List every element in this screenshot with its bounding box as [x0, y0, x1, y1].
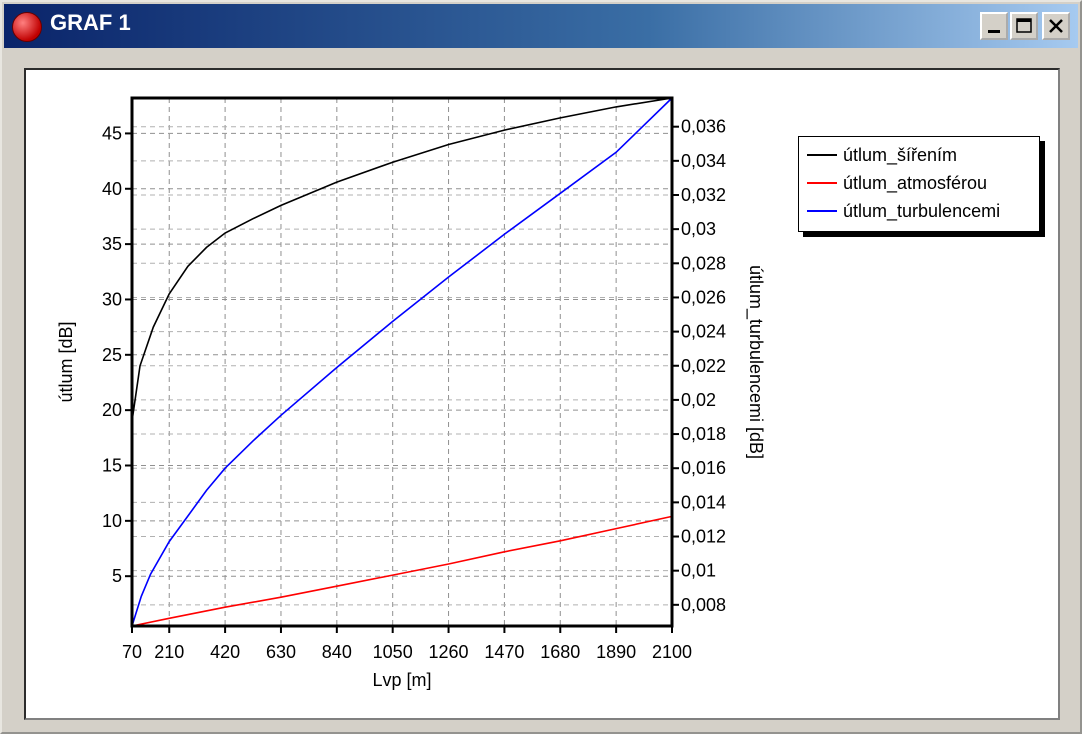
x-tick-label: 1260: [429, 642, 469, 662]
x-tick-label: 1890: [596, 642, 636, 662]
legend-item-atmosfera: útlum_atmosférou: [807, 169, 1039, 197]
y2-tick-label: 0,028: [681, 253, 726, 273]
plot-frame: [130, 96, 674, 628]
x-tick-label: 630: [266, 642, 296, 662]
minimize-button[interactable]: [980, 12, 1008, 40]
legend-label-atmosfera: útlum_atmosférou: [843, 172, 988, 193]
y-tick-label: 40: [102, 179, 122, 199]
y-tick-label: 25: [102, 345, 122, 365]
x-tick-label: 420: [210, 642, 240, 662]
y-axis-label: útlum [dB]: [56, 321, 76, 402]
series-line-2: [131, 97, 673, 627]
y2-tick-label: 0,032: [681, 185, 726, 205]
legend-item-sireni: útlum_šířením: [807, 141, 1039, 169]
y2-tick-label: 0,014: [681, 492, 726, 512]
legend-swatch-atmosfera: [807, 182, 837, 184]
y2-axis-label: útlum_turbulencemi [dB]: [745, 265, 766, 459]
window-title: GRAF 1: [50, 10, 131, 35]
y-tick-label: 20: [102, 400, 122, 420]
y-tick-label: 10: [102, 511, 122, 531]
maximize-button[interactable]: [1010, 12, 1038, 40]
y2-tick-label: 0,018: [681, 424, 726, 444]
legend-swatch-sireni: [807, 154, 837, 156]
x-tick-label: 2100: [652, 642, 692, 662]
x-axis-label: Lvp [m]: [372, 670, 431, 690]
y2-tick-label: 0,016: [681, 458, 726, 478]
y2-tick-label: 0,008: [681, 595, 726, 615]
close-icon: [1049, 19, 1063, 33]
y2-tick-label: 0,02: [681, 390, 716, 410]
legend-label-turbulence: útlum_turbulencemi: [843, 200, 1001, 221]
maximize-icon: [1016, 18, 1032, 33]
legend: útlum_šířením útlum_atmosférou útlum_tur…: [798, 136, 1040, 232]
y2-tick-label: 0,012: [681, 527, 726, 547]
x-tick-label: 210: [154, 642, 184, 662]
minimize-icon: [988, 30, 1000, 33]
legend-item-turbulence: útlum_turbulencemi: [807, 197, 1039, 225]
legend-swatch-turbulence: [807, 210, 837, 212]
x-tick-label: 1470: [484, 642, 524, 662]
chart-area: 70 210 420 630 840 1050 1260 1470 1680 1890 2100 5 1…: [24, 68, 1060, 720]
y-tick-label: 15: [102, 455, 122, 475]
x-tick-label: 1050: [373, 642, 413, 662]
y2-tick-label: 0,022: [681, 356, 726, 376]
y-tick-label: 35: [102, 234, 122, 254]
legend-label-sireni: útlum_šířením: [843, 144, 958, 165]
y2-tick-label: 0,01: [681, 561, 716, 581]
y2-tick-label: 0,03: [681, 219, 716, 239]
title-bar[interactable]: GRAF 1: [4, 4, 1078, 48]
y2-tick-label: 0,026: [681, 287, 726, 307]
series-line-0: [131, 97, 673, 422]
close-button[interactable]: [1042, 12, 1070, 40]
y2-tick-label: 0,036: [681, 117, 726, 137]
y-tick-label: 45: [102, 123, 122, 143]
x-tick-label: 70: [122, 642, 142, 662]
x-tick-label: 1680: [540, 642, 580, 662]
y2-tick-label: 0,034: [681, 151, 726, 171]
x-tick-label: 840: [322, 642, 352, 662]
y2-tick-label: 0,024: [681, 322, 726, 342]
line-chart: 70 210 420 630 840 1050 1260 1470 1680 1890 2100 5 1…: [56, 96, 766, 690]
app-icon[interactable]: [12, 12, 42, 42]
series-line-1: [131, 515, 673, 627]
y-tick-label: 5: [112, 566, 122, 586]
y-tick-label: 30: [102, 289, 122, 309]
